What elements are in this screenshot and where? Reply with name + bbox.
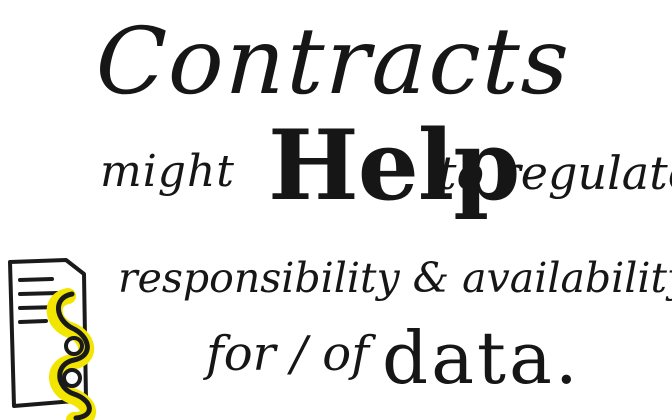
word-help: Help xyxy=(268,109,520,222)
phrase-responsibility-availability: responsibility & availability xyxy=(118,254,672,302)
word-might: might xyxy=(100,146,235,197)
phrase-for-of: for / of xyxy=(206,326,369,382)
document-text-lines xyxy=(18,277,62,324)
word-data: data. xyxy=(382,316,581,400)
title-contracts: Contracts xyxy=(94,8,573,115)
phrase-to-regulate: to regulate xyxy=(438,146,672,200)
paragraph-sign-icon xyxy=(46,288,96,420)
contract-document-icon xyxy=(8,258,96,420)
